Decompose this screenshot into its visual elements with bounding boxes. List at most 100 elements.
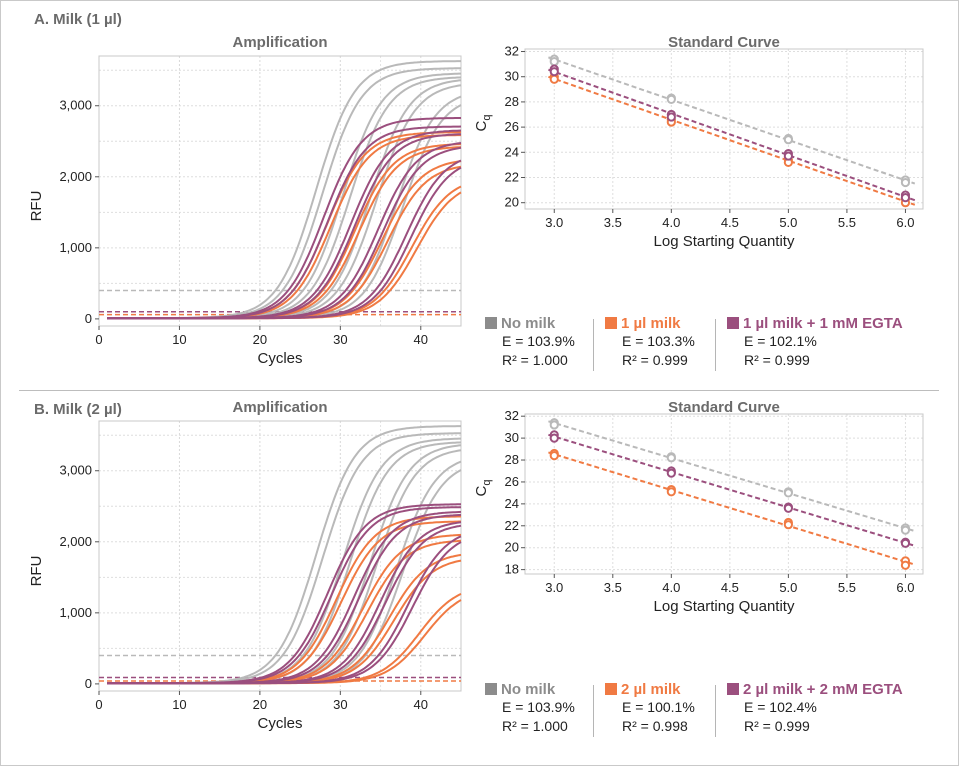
data-point-no-milk	[666, 453, 676, 463]
amplification-curve-2-l-milk-2-mm-egta	[107, 541, 462, 685]
x-tick-label: 3.0	[545, 580, 563, 595]
data-point-2-l-milk-2-mm-egta	[783, 503, 793, 513]
legend-name: 1 µl milk	[621, 315, 681, 332]
legend-efficiency: E = 100.1%	[622, 699, 695, 715]
y-tick-label: 2,000	[59, 169, 92, 184]
legend-r2: R² = 1.000	[502, 718, 568, 734]
y-tick-label: 2,000	[59, 534, 92, 549]
x-tick-label: 10	[172, 697, 186, 712]
data-point-2-l-milk	[549, 451, 559, 461]
y-tick-label: 24	[505, 144, 519, 159]
y-tick-label: 1,000	[59, 240, 92, 255]
x-axis-label: Cycles	[257, 350, 302, 367]
x-tick-label: 30	[333, 332, 347, 347]
fit-line-2-l-milk-2-mm-egta	[548, 433, 916, 547]
legend-name: 2 µl milk	[621, 681, 681, 698]
legend-name: 1 µl milk + 1 mM EGTA	[743, 315, 903, 332]
fit-line-1-l-milk-1-mm-egta	[548, 68, 916, 202]
legend-r2: R² = 0.998	[622, 718, 688, 734]
y-tick-label: 20	[505, 195, 519, 210]
legend-item-milk-egta: 2 µl milk + 2 mM EGTA E = 102.4% R² = 0.…	[727, 681, 903, 736]
amplification-curve-2-l-milk	[107, 553, 462, 685]
legend-r2: R² = 1.000	[502, 352, 568, 368]
plot-frame	[524, 413, 924, 575]
y-tick-label: 28	[505, 94, 519, 109]
y-tick-label: 32	[505, 408, 519, 423]
amplification-curve-no-milk	[107, 79, 462, 320]
data-point-2-l-milk	[666, 487, 676, 497]
legend-item-no-milk: No milk E = 103.9% R² = 1.000	[485, 681, 575, 736]
x-tick-label: 4.5	[721, 580, 739, 595]
y-tick-label: 18	[505, 562, 519, 577]
data-point-2-l-milk-2-mm-egta	[666, 468, 676, 478]
standard-curve-chart-a: Standard Curve 3.0 3.5 4.0 4.5 5.0 5.5 6.0 20 22 2…	[473, 34, 924, 250]
y-tick-label: 26	[505, 474, 519, 489]
data-point-no-milk	[900, 525, 911, 535]
no-milk-swatch	[485, 317, 497, 329]
legend-name: 2 µl milk + 2 mM EGTA	[743, 681, 903, 698]
legend-separator	[593, 685, 594, 737]
standard-curve-chart-b: Standard Curve 3.0 3.5 4.0 4.5 5.0 5.5 6.0 18 20 2…	[473, 399, 924, 615]
milk-egta-swatch	[727, 317, 739, 329]
amplification-chart-b: Amplification 0 10 20 30 40 0 1,000 2,000 3,000 Cy…	[31, 399, 462, 732]
panel-b-title: B. Milk (2 µl)	[34, 401, 122, 418]
legend-efficiency: E = 103.9%	[502, 699, 575, 715]
x-tick-label: 20	[253, 697, 267, 712]
milk-swatch	[605, 317, 617, 329]
legend-name: No milk	[501, 315, 556, 332]
amplification-curve-no-milk	[107, 460, 462, 685]
amplification-chart-a: Amplification 0 10 20 30 40 0 1,000 2,000 3,000 Cy…	[31, 34, 462, 367]
chart-title: Standard Curve	[668, 34, 780, 51]
legend-efficiency: E = 102.4%	[744, 699, 817, 715]
x-tick-label: 3.0	[545, 215, 563, 230]
plot-frame	[524, 48, 924, 210]
x-axis-label: Log Starting Quantity	[654, 233, 795, 250]
legend-separator	[715, 685, 716, 737]
x-tick-label: 5.5	[838, 215, 856, 230]
data-point-1-l-milk-1-mm-egta	[783, 151, 793, 161]
y-tick-label: 30	[505, 69, 519, 84]
y-axis-label: RFU	[31, 191, 45, 222]
fit-line-1-l-milk	[548, 75, 916, 206]
legend-item-milk: 1 µl milk E = 103.3% R² = 0.999	[605, 315, 695, 370]
legend-r2: R² = 0.999	[744, 718, 810, 734]
y-tick-label: 20	[505, 540, 519, 555]
legend-item-milk-egta: 1 µl milk + 1 mM EGTA E = 102.1% R² = 0.…	[727, 315, 903, 370]
data-point-1-l-milk-1-mm-egta	[666, 112, 676, 122]
amplification-curve-1-l-milk	[107, 185, 462, 320]
chart-title: Amplification	[232, 34, 327, 51]
y-tick-label: 3,000	[59, 463, 92, 478]
y-tick-label: 1,000	[59, 605, 92, 620]
legend-r2: R² = 0.999	[622, 352, 688, 368]
x-tick-label: 40	[414, 332, 428, 347]
data-point-no-milk	[783, 488, 793, 498]
data-point-1-l-milk-1-mm-egta	[900, 193, 911, 203]
milk-swatch	[605, 683, 617, 695]
x-tick-label: 4.0	[662, 215, 680, 230]
y-axis-label: Cq	[473, 115, 493, 132]
x-tick-label: 10	[172, 332, 186, 347]
legend-efficiency: E = 103.9%	[502, 333, 575, 349]
data-point-2-l-milk-2-mm-egta	[549, 433, 559, 443]
legend-b: No milk E = 103.9% R² = 1.000 2 µl milk …	[485, 681, 945, 743]
data-point-no-milk	[900, 177, 911, 188]
x-tick-label: 30	[333, 697, 347, 712]
y-tick-label: 3,000	[59, 98, 92, 113]
amplification-curve-no-milk	[107, 104, 462, 320]
data-point-2-l-milk	[783, 520, 793, 530]
data-point-no-milk	[783, 135, 793, 145]
x-tick-label: 4.0	[662, 580, 680, 595]
milk-egta-swatch	[727, 683, 739, 695]
amplification-curve-2-l-milk	[107, 520, 461, 685]
legend-name: No milk	[501, 681, 556, 698]
x-tick-label: 6.0	[896, 580, 914, 595]
no-milk-swatch	[485, 683, 497, 695]
x-tick-label: 4.5	[721, 215, 739, 230]
legend-item-no-milk: No milk E = 103.9% R² = 1.000	[485, 315, 575, 370]
y-tick-label: 22	[505, 170, 519, 185]
plot-frame	[98, 55, 462, 327]
y-axis-label: RFU	[31, 556, 45, 587]
x-tick-label: 5.5	[838, 580, 856, 595]
fit-line-no-milk	[548, 420, 916, 533]
